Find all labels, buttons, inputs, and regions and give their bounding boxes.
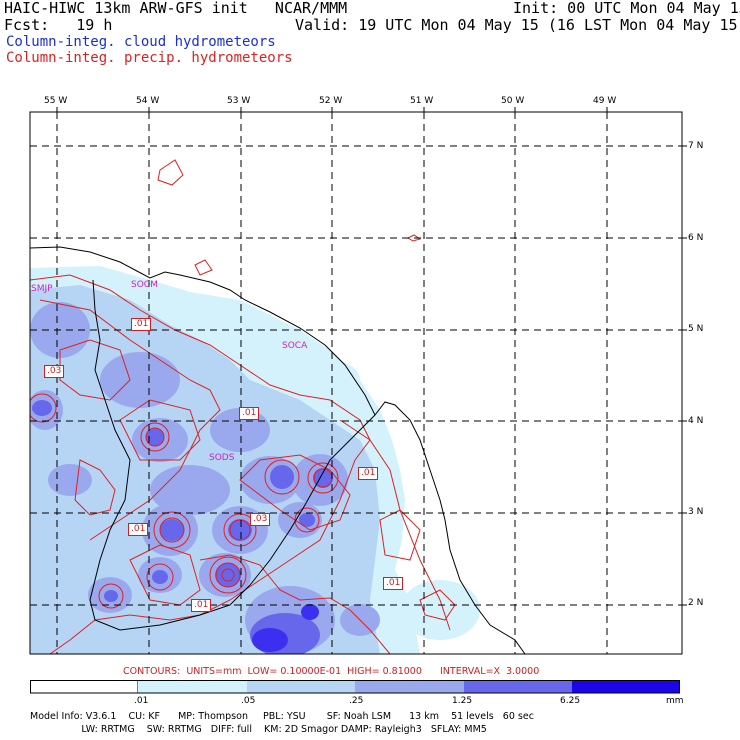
lon-label: 55 W: [44, 96, 68, 106]
coastline: [30, 246, 526, 654]
color-bar: [30, 680, 680, 694]
station-label: SODS: [209, 453, 235, 463]
station-label: SOCM: [131, 280, 158, 290]
colorbar-label: .25: [349, 696, 364, 706]
lon-label: 53 W: [227, 96, 251, 106]
lat-label: 7 N: [688, 141, 704, 151]
contour-label: .01: [128, 523, 149, 536]
forecast-hour: Fcst: 19 h: [4, 16, 113, 34]
contour-label: .01: [191, 599, 212, 612]
station-label: SMJP: [31, 284, 53, 294]
lon-label: 52 W: [319, 96, 343, 106]
colorbar-label: .05: [241, 696, 256, 706]
lat-label: 5 N: [688, 324, 704, 334]
contour-label: .01: [239, 407, 260, 420]
contour-label: .01: [383, 577, 404, 590]
colorbar-label: 6.25: [560, 696, 581, 706]
lat-label: 6 N: [688, 233, 704, 243]
station-label: SOCA: [282, 341, 308, 351]
precip-contours: [30, 159, 456, 654]
model-info-line2: LW: RRTMG SW: RRTMG DIFF: full KM: 2D Sm…: [30, 724, 487, 735]
lon-label: 49 W: [593, 96, 617, 106]
contour-info: CONTOURS: UNITS=mm LOW= 0.10000E-01 HIGH…: [123, 666, 540, 677]
contour-label: .03: [44, 365, 65, 378]
init-time: Init: 00 UTC Mon 04 May 15: [513, 0, 740, 17]
contour-label: .01: [358, 467, 379, 480]
lat-label: 2 N: [688, 598, 704, 608]
colorbar-label: 1.25: [452, 696, 473, 706]
field-cloud-hydrometeors: Column-integ. cloud hydrometeors: [6, 34, 276, 50]
lat-label: 4 N: [688, 416, 704, 426]
cloud-shading-level5: [252, 604, 319, 652]
lon-label: 50 W: [501, 96, 525, 106]
latlon-grid: [30, 112, 682, 654]
lon-label: 54 W: [136, 96, 160, 106]
map-frame: [29, 111, 683, 655]
lat-label: 3 N: [688, 507, 704, 517]
contour-label: .03: [250, 513, 271, 526]
contour-label: .01: [131, 318, 152, 331]
title-left: HAIC-HIWC 13km ARW-GFS init NCAR/MMM: [4, 0, 348, 17]
colorbar-label: .01: [134, 696, 149, 706]
field-precip-hydrometeors: Column-integ. precip. hydrometeors: [6, 50, 293, 66]
lon-label: 51 W: [410, 96, 434, 106]
valid-time: Valid: 19 UTC Mon 04 May 15 (16 LST Mon …: [295, 16, 740, 34]
model-info-line1: Model Info: V3.6.1 CU: KF MP: Thompson P…: [30, 711, 534, 722]
colorbar-units: mm: [666, 696, 684, 706]
